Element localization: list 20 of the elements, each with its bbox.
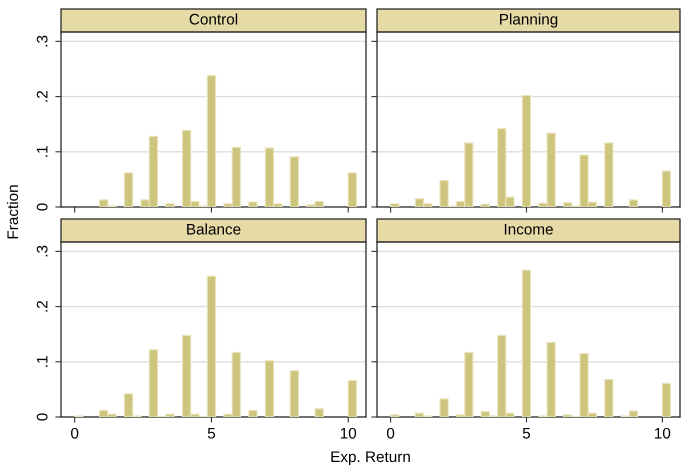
x-tick-label: 10 (655, 428, 670, 439)
x-axis-title: Exp. Return (331, 451, 410, 466)
x-tick-label: 5 (522, 428, 530, 439)
x-tick-label: 10 (340, 428, 356, 439)
x-tick-label: 0 (71, 428, 78, 439)
y-tick-label: 0 (36, 203, 48, 211)
y-tick-label: .3 (36, 36, 48, 46)
y-tick-label: .3 (36, 246, 48, 256)
x-tick-label: 5 (208, 428, 216, 439)
y-tick-label: .1 (36, 146, 48, 157)
chart-title: Control (190, 13, 238, 25)
chart-title: Income (504, 224, 553, 235)
y-tick-label: .2 (36, 90, 48, 102)
y-tick-label: .1 (36, 356, 48, 367)
y-axis-title: Fraction (6, 185, 18, 238)
x-tick-label: 0 (386, 428, 394, 439)
chart-title: Balance (187, 223, 240, 235)
chart-title: Planning (500, 13, 558, 28)
y-tick-label: .2 (36, 300, 48, 312)
y-tick-label: 0 (36, 413, 48, 421)
